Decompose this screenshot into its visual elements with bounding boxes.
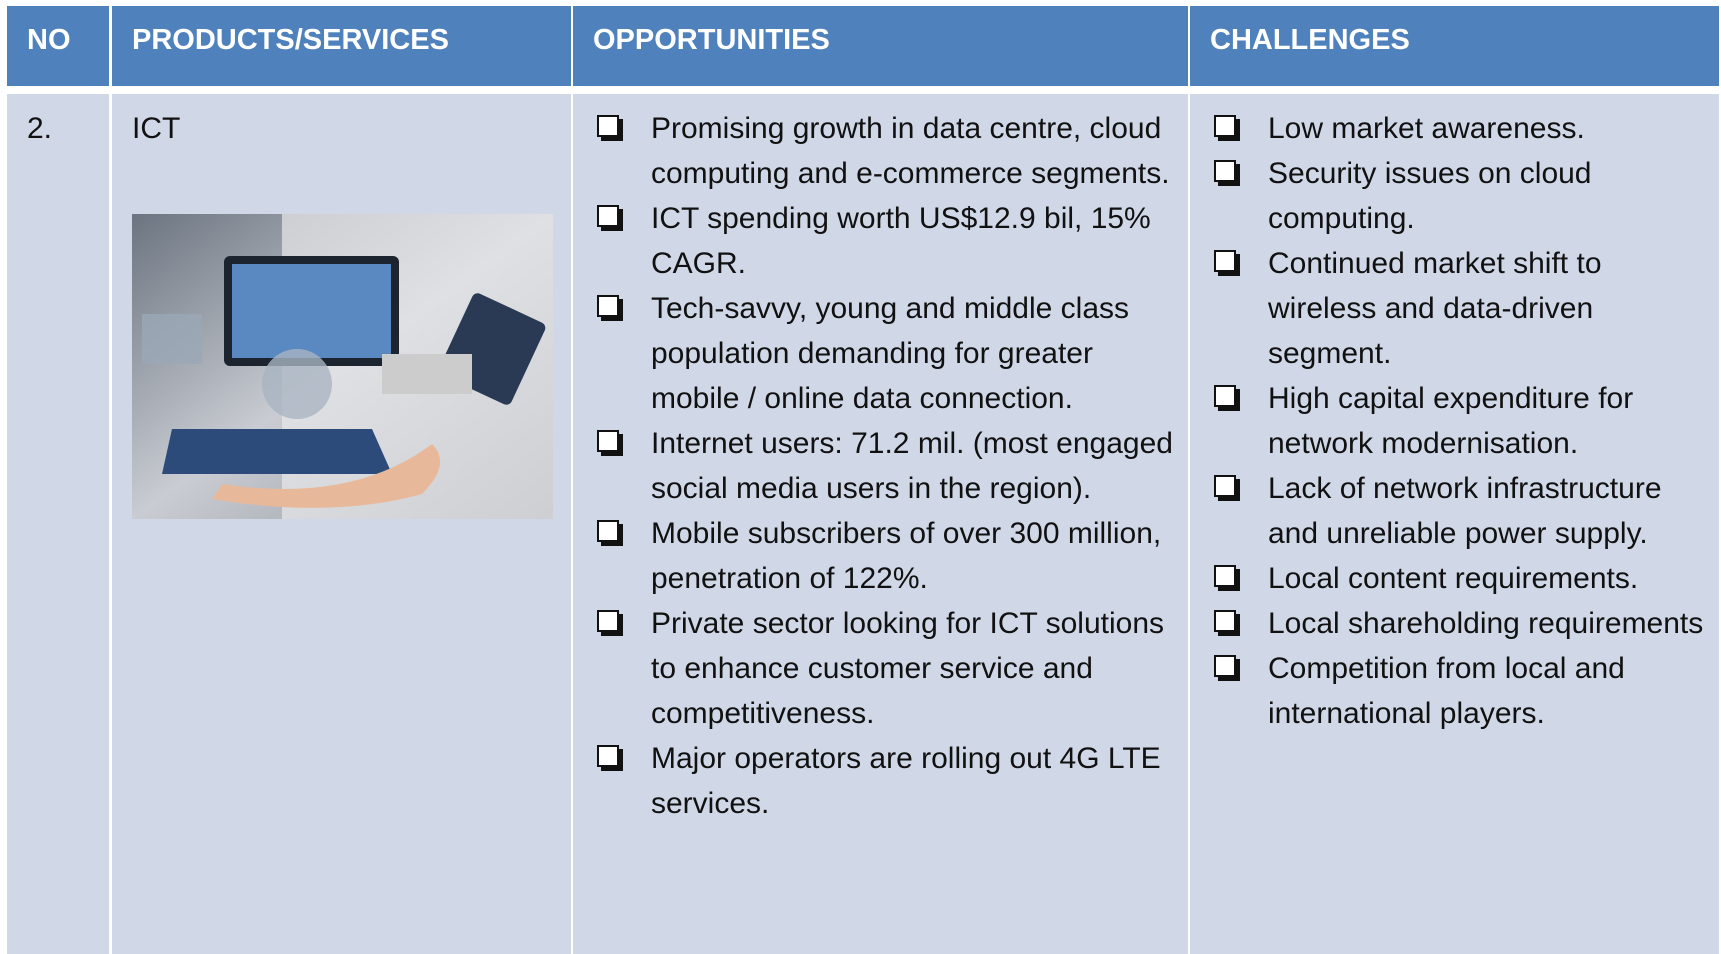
item-text: Continued market shift to wireless and d… — [1268, 247, 1602, 370]
list-item: Internet users: 71.2 mil. (most engaged … — [593, 421, 1188, 511]
bullet-box — [1214, 475, 1236, 497]
bullet-box — [1214, 115, 1236, 137]
challenges-cell: Low market awareness. Security issues on … — [1190, 94, 1719, 954]
item-text: Competition from local and international… — [1268, 652, 1625, 730]
item-text: Private sector looking for ICT solutions… — [651, 607, 1165, 730]
header-cell: NO — [7, 6, 109, 86]
list-item: Security issues on cloud computing. — [1210, 151, 1719, 241]
item-text: Local content requirements. — [1268, 562, 1639, 595]
list-item: Low market awareness. — [1210, 106, 1719, 151]
header-cell: PRODUCTS/SERVICES — [112, 6, 571, 86]
no-cell: 2. — [7, 94, 109, 954]
bullet-box — [597, 745, 619, 767]
product-cell: ICT — [112, 94, 571, 954]
item-text: High capital expenditure for network mod… — [1268, 382, 1634, 460]
item-text: Security issues on cloud computing. — [1268, 157, 1592, 235]
list-item: Competition from local and international… — [1210, 646, 1719, 736]
bullet-box — [597, 205, 619, 227]
item-text: Tech-savvy, young and middle class popul… — [651, 292, 1130, 415]
list-item: Private sector looking for ICT solutions… — [593, 601, 1188, 736]
bullet-box — [1214, 385, 1236, 407]
header-cell: CHALLENGES — [1190, 6, 1719, 86]
item-text: ICT spending worth US$12.9 bil, 15% CAGR… — [651, 202, 1151, 280]
bullet-box — [1214, 160, 1236, 182]
list-item: Local content requirements. — [1210, 556, 1719, 601]
item-text: Lack of network infrastructure and unrel… — [1268, 472, 1662, 550]
bullet-box — [597, 520, 619, 542]
item-text: Major operators are rolling out 4G LTE s… — [651, 742, 1161, 820]
opportunities-list: Promising growth in data centre, cloud c… — [593, 106, 1188, 826]
challenges-list: Low market awareness. Security issues on … — [1210, 106, 1719, 736]
item-text: Internet users: 71.2 mil. (most engaged … — [651, 427, 1173, 505]
item-text: Promising growth in data centre, cloud c… — [651, 112, 1170, 190]
bullet-box — [1214, 565, 1236, 587]
list-item: Tech-savvy, young and middle class popul… — [593, 286, 1188, 421]
row-number: 2. — [27, 112, 53, 145]
bullet-box — [597, 430, 619, 452]
list-item: Continued market shift to wireless and d… — [1210, 241, 1719, 376]
bullet-box — [1214, 655, 1236, 677]
list-item: Lack of network infrastructure and unrel… — [1210, 466, 1719, 556]
header-cell: OPPORTUNITIES — [573, 6, 1188, 86]
list-item: Mobile subscribers of over 300 million, … — [593, 511, 1188, 601]
opportunities-cell: Promising growth in data centre, cloud c… — [573, 94, 1188, 954]
list-item: Major operators are rolling out 4G LTE s… — [593, 736, 1188, 826]
product-name: ICT — [132, 112, 181, 145]
list-item: ICT spending worth US$12.9 bil, 15% CAGR… — [593, 196, 1188, 286]
bullet-box — [1214, 250, 1236, 272]
product-image — [132, 214, 553, 519]
item-text: Mobile subscribers of over 300 million, … — [651, 517, 1162, 595]
list-item: Local shareholding requirements — [1210, 601, 1719, 646]
bullet-box — [1214, 610, 1236, 632]
list-item: High capital expenditure for network mod… — [1210, 376, 1719, 466]
bullet-box — [597, 115, 619, 137]
bullet-box — [597, 610, 619, 632]
list-item: Promising growth in data centre, cloud c… — [593, 106, 1188, 196]
item-text: Low market awareness. — [1268, 112, 1585, 145]
item-text: Local shareholding requirements — [1268, 607, 1704, 640]
bullet-box — [597, 295, 619, 317]
